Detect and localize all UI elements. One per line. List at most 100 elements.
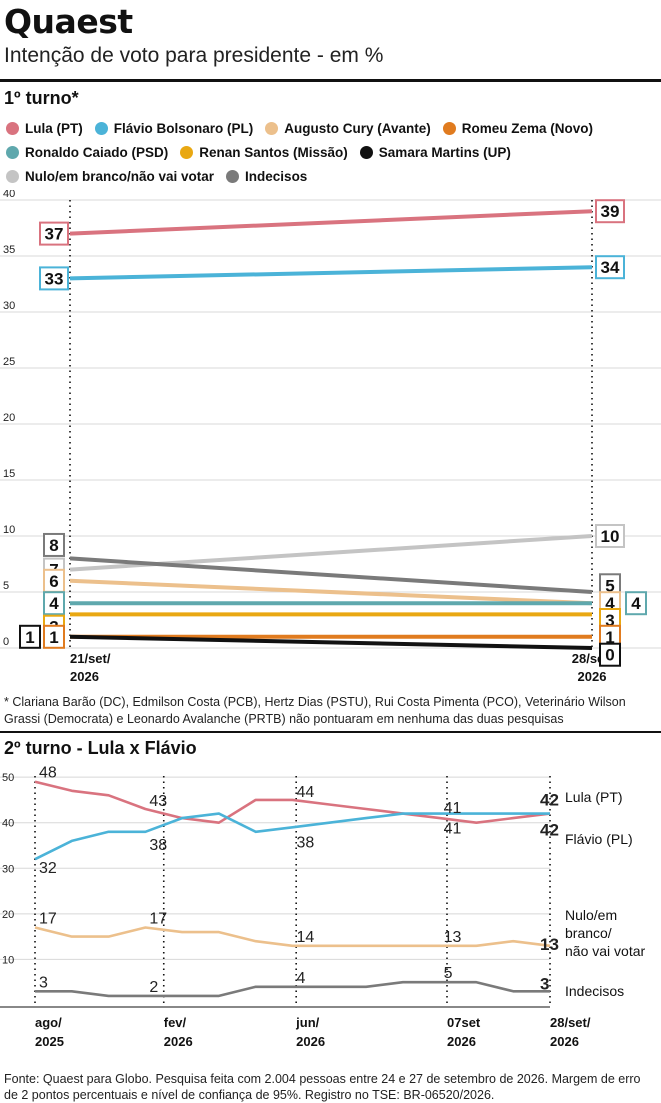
legend-label: Nulo/em branco/não vai votar xyxy=(25,168,215,184)
point-value-label: 3 xyxy=(39,974,48,991)
section-rule xyxy=(0,731,661,733)
x-tick-label: 21/set/ xyxy=(70,651,111,666)
legend-row: Ronaldo Caiado (PSD) Renan Santos (Missã… xyxy=(6,140,656,164)
series-end-label: Flávio (PL) xyxy=(565,831,633,847)
y-tick-label: 40 xyxy=(3,190,15,200)
legend-item-nulo: Nulo/em branco/não vai votar xyxy=(6,169,214,184)
series-line xyxy=(35,980,550,998)
y-tick-label: 15 xyxy=(3,468,15,480)
series-line xyxy=(69,556,593,594)
legend-label: Romeu Zema (Novo) xyxy=(461,120,594,136)
x-tick-label: 2026 xyxy=(447,1034,476,1049)
value-label-box xyxy=(39,221,69,246)
legend-label: Augusto Cury (Avante) xyxy=(284,120,431,136)
y-tick-label: 25 xyxy=(3,356,15,368)
legend-label: Renan Santos (Missão) xyxy=(199,144,348,160)
point-value-label: 41 xyxy=(444,821,462,838)
point-value-label: 4 xyxy=(297,970,306,987)
legend-item-samara: Samara Martins (UP) xyxy=(359,144,511,160)
y-tick-label: 0 xyxy=(3,636,9,648)
x-tick-label: jun/ xyxy=(295,1015,319,1030)
x-tick-label: ago/ xyxy=(35,1015,62,1030)
source-note: Fonte: Quaest para Globo. Pesquisa feita… xyxy=(4,1072,641,1102)
x-tick-label: 2026 xyxy=(164,1034,193,1049)
brand-title: Quaest xyxy=(4,2,133,41)
first-round-title: 1º turno* xyxy=(4,88,79,108)
legend-swatch xyxy=(6,121,19,135)
chart-subtitle: Intenção de voto para presidente - em % xyxy=(4,44,384,67)
legend-item-caiado: Ronaldo Caiado (PSD) xyxy=(6,145,168,160)
series-line xyxy=(69,578,593,606)
legend-row: Nulo/em branco/não vai votar Indecisos xyxy=(6,164,656,188)
legend-label: Ronaldo Caiado (PSD) xyxy=(25,144,169,160)
x-tick-label: fev/ xyxy=(164,1015,187,1030)
x-tick-label: 2026 xyxy=(296,1034,325,1049)
value-label: 39 xyxy=(601,202,620,221)
footnote: * Clariana Barão (DC), Edmilson Costa (P… xyxy=(4,695,626,726)
value-label-box xyxy=(595,199,625,224)
legend-item-flavio: Flávio Bolsonaro (PL) xyxy=(94,120,254,136)
value-label: 0 xyxy=(605,646,614,665)
point-value-label: 14 xyxy=(297,929,315,946)
legend-item-cury: Augusto Cury (Avante) xyxy=(265,121,431,136)
value-label: 10 xyxy=(601,527,620,546)
legend-swatch xyxy=(6,145,19,159)
point-value-label: 48 xyxy=(39,765,57,782)
legend-swatch xyxy=(265,121,279,135)
legend-label: Samara Martins (UP) xyxy=(378,144,511,160)
legend-item-zema: Romeu Zema (Novo) xyxy=(442,120,594,136)
series-end-label: Indecisos xyxy=(565,983,624,999)
y-tick-label: 10 xyxy=(3,524,15,536)
series-line xyxy=(34,812,550,861)
value-label: 37 xyxy=(45,225,64,244)
legend-item-indecisos: Indecisos xyxy=(226,169,307,184)
point-value-label: 32 xyxy=(39,860,57,877)
series-end-label: Nulo/em xyxy=(565,907,617,923)
point-value-label: 43 xyxy=(149,793,167,810)
y-tick-label: 10 xyxy=(2,954,14,966)
value-label: 1 xyxy=(25,628,34,647)
legend-item-renan: Renan Santos (Missão) xyxy=(180,145,348,160)
value-label: 1 xyxy=(605,628,614,647)
point-value-label: 13 xyxy=(444,929,462,946)
legend-item-lula: Lula (PT) xyxy=(6,121,83,136)
point-value-label: 42 xyxy=(540,791,559,810)
value-label-box xyxy=(43,532,65,557)
point-value-label: 2 xyxy=(149,979,158,996)
legend-swatch xyxy=(442,121,456,135)
y-tick-label: 5 xyxy=(3,580,9,592)
legend-swatch xyxy=(94,121,108,135)
y-tick-label: 20 xyxy=(2,909,14,921)
value-label: 8 xyxy=(49,536,58,555)
x-tick-label: 2026 xyxy=(578,669,607,684)
value-label: 6 xyxy=(49,572,58,591)
point-value-label: 42 xyxy=(540,821,559,840)
value-label: 1 xyxy=(49,628,58,647)
value-label-box xyxy=(19,624,41,649)
point-value-label: 17 xyxy=(39,911,57,928)
second-round-chart: 10 20 30 40 50 ago/2025 fev/2026 jun/2026 07set 2… xyxy=(0,765,645,1049)
value-label-box xyxy=(595,524,625,548)
legend-swatch xyxy=(6,169,19,183)
x-tick-label: 28/set/ xyxy=(550,1015,591,1030)
point-value-label: 38 xyxy=(297,834,315,851)
y-tick-label: 40 xyxy=(2,818,14,830)
first-round-legend: Lula (PT) Flávio Bolsonaro (PL) Augusto … xyxy=(6,116,656,188)
series-end-label: Lula (PT) xyxy=(565,789,623,805)
first-round-chart: 051015202530354021/set/202628/set/202637… xyxy=(0,190,661,684)
value-label: 33 xyxy=(45,269,64,288)
legend-swatch xyxy=(180,145,194,159)
value-label-box xyxy=(625,591,647,616)
y-tick-label: 35 xyxy=(3,244,15,256)
value-label: 34 xyxy=(601,258,620,277)
point-value-label: 17 xyxy=(149,911,167,928)
header-rule xyxy=(0,79,661,82)
point-value-label: 44 xyxy=(297,784,315,801)
series-end-label: não vai votar xyxy=(565,943,645,959)
legend-swatch xyxy=(226,169,240,183)
legend-row: Lula (PT) Flávio Bolsonaro (PL) Augusto … xyxy=(6,116,656,140)
value-label-box xyxy=(595,255,625,280)
value-label: 3 xyxy=(605,611,614,630)
legend-label: Flávio Bolsonaro (PL) xyxy=(113,120,254,136)
value-label-box xyxy=(39,266,69,291)
